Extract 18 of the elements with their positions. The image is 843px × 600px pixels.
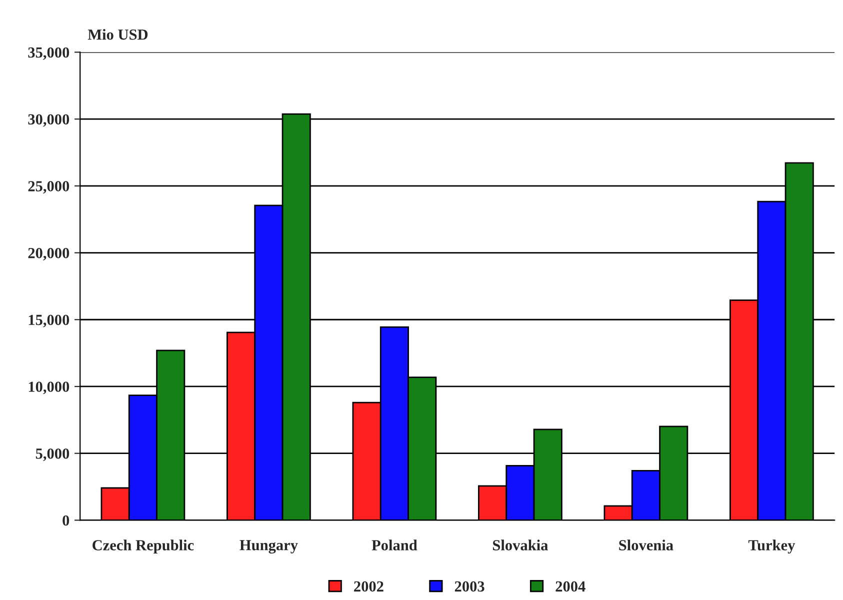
x-tick-label: Czech Republic: [92, 540, 194, 554]
y-tick-label: 5,000: [36, 448, 70, 462]
x-tick-label: Slovenia: [619, 540, 674, 550]
y-tick-label: 35,000: [28, 47, 70, 60]
legend-label: 2004: [556, 581, 586, 592]
y-axis-title: Mio USD: [88, 28, 148, 40]
legend-label: 2002: [354, 581, 384, 592]
y-tick-label: 30,000: [28, 114, 70, 127]
x-tick-label: Slovakia: [492, 540, 548, 550]
x-tick-label: Poland: [372, 540, 418, 550]
y-tick-label: 20,000: [28, 248, 70, 260]
y-tick-label: 10,000: [28, 382, 70, 394]
x-tick-label: Turkey: [748, 540, 796, 554]
y-tick-label: 15,000: [28, 314, 70, 328]
y-tick-label: 0: [62, 515, 70, 526]
x-tick-label: Hungary: [240, 540, 298, 554]
y-tick-label: 25,000: [28, 181, 70, 194]
legend-label: 2003: [454, 581, 484, 592]
